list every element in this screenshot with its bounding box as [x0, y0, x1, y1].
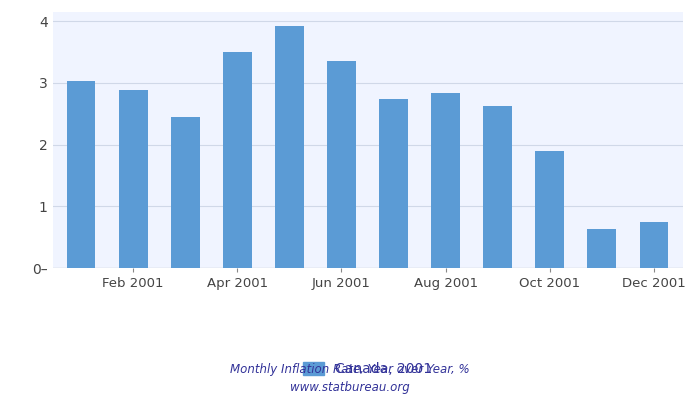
Bar: [431, 94, 460, 268]
Text: www.statbureau.org: www.statbureau.org: [290, 382, 410, 394]
Legend: Canada, 2001: Canada, 2001: [303, 362, 432, 376]
Text: Monthly Inflation Rate, Year over Year, %: Monthly Inflation Rate, Year over Year, …: [230, 364, 470, 376]
Bar: [587, 228, 616, 268]
Bar: [66, 81, 95, 268]
Bar: [536, 151, 564, 268]
Bar: [640, 222, 668, 268]
Bar: [379, 99, 408, 268]
Bar: [223, 52, 252, 268]
Bar: [483, 106, 512, 268]
Bar: [275, 26, 304, 268]
Bar: [327, 61, 356, 268]
Bar: [119, 90, 148, 268]
Bar: [171, 118, 199, 268]
